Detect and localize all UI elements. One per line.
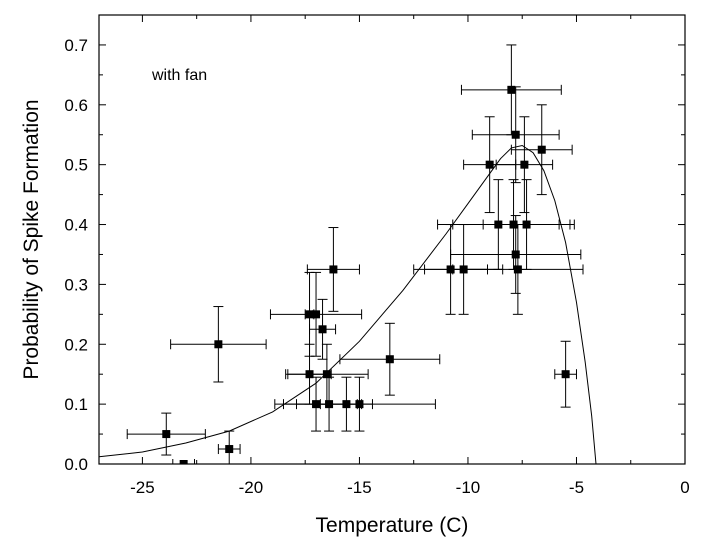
data-point [495,116,554,214]
y-tick-label: 0.1 [64,395,88,414]
square-marker [162,430,171,439]
x-axis-title: Temperature (C) [316,514,469,537]
square-marker [511,250,520,259]
data-point [339,322,441,396]
data-point [452,224,584,315]
square-marker [214,340,223,349]
x-tick-label: -10 [456,478,481,497]
x-tick-label: 0 [680,478,689,497]
x-tick-label: -5 [569,478,584,497]
plot-content [99,44,597,464]
data-point [170,306,267,383]
data-point [306,227,360,312]
annotation-with-fan: with fan [151,67,207,84]
y-tick-label: 0.6 [64,96,88,115]
square-marker [318,325,327,334]
square-marker [329,265,338,274]
x-tick-label: -15 [347,478,372,497]
square-marker [561,370,570,379]
square-marker [522,220,531,229]
y-tick-label: 0.4 [64,216,88,235]
y-axis-title: Probability of Spike Formation [20,99,43,379]
data-point [450,215,582,294]
y-tick-label: 0.5 [64,156,88,175]
data-point [554,340,577,408]
x-tick-label: -25 [130,478,155,497]
data-point [309,298,337,360]
square-marker [312,310,321,319]
square-marker [385,355,394,364]
data-point [172,459,195,464]
square-marker [513,265,522,274]
axes: -25 -20 -15 -10 -5 0 0.0 0.1 0.2 0.3 0.4 0.5 0.6 0.7 [64,14,690,497]
y-tick-label: 0.3 [64,275,88,294]
fit-curve [99,144,597,464]
square-marker [507,85,516,94]
x-tick-label: -20 [239,478,264,497]
y-tick-label: 0.0 [64,455,88,474]
data-point [482,179,571,270]
y-tick-label: 0.2 [64,335,88,354]
square-marker [520,160,529,169]
square-marker [225,445,234,454]
y-tick-label: 0.7 [64,36,88,55]
data-point [269,271,363,357]
data-point [510,104,573,196]
data-point [460,44,562,136]
square-marker [355,400,364,409]
data-point [126,412,206,456]
data-point [282,376,436,432]
square-marker [485,160,494,169]
data-point [217,430,241,464]
square-marker [322,370,331,379]
square-marker [179,460,188,464]
square-marker [537,145,546,154]
plot-frame [98,14,686,465]
